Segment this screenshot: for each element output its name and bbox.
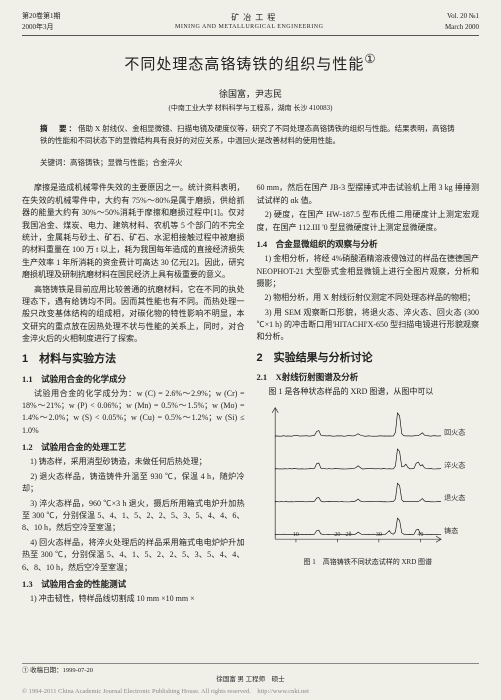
article-title: 不同处理态高铬铸铁的组织与性能①: [22, 51, 479, 76]
svg-text:20: 20: [334, 533, 340, 539]
keywords-text: 高铬铸铁；显微与性能；合金淬火: [70, 158, 183, 167]
author-info: 徐国富 男 工程师 硕士: [22, 675, 479, 684]
copyright: © 1994-2011 China Academic Journal Elect…: [22, 687, 309, 696]
subsec-1-2: 1.2 试验用合金的处理工艺: [22, 441, 245, 454]
xrd-chart: 102030402θ回火态淬火态退火态铸态: [257, 400, 480, 555]
process-2: 2) 退火态样品，铸造铸件升温至 930 ℃，保温 4 h，随炉冷却；: [22, 471, 245, 496]
subsec-1-1: 1.1 试验用合金的化学成分: [22, 373, 245, 386]
affiliation: (中南工业大学 材料科学与工程系，湖南 长沙 410083): [22, 104, 479, 114]
journal-en: MINING AND METALLURGICAL ENGINEERING: [175, 23, 323, 33]
svg-text:淬火态: 淬火态: [444, 461, 465, 470]
right-p4: 2) 物相分析，用 X 射线衍射仪测定不同处理态样品的物相；: [257, 292, 480, 304]
keywords-label: 关键词：: [40, 158, 70, 167]
intro-p2: 高铬铸铁是目前应用比较普通的抗磨材料，它在不同的执处理态下，遇有给铸均不同。因而…: [22, 284, 245, 346]
svg-text:2θ: 2θ: [345, 533, 351, 539]
page-footer: ① 收稿日期：1999-07-20 徐国富 男 工程师 硕士 © 1994-20…: [22, 663, 479, 696]
vol-en: Vol. 20 №1: [447, 12, 479, 23]
received-date: ① 收稿日期：1999-07-20: [22, 666, 479, 675]
abstract-label: 摘 要：: [40, 124, 78, 133]
authors: 徐国富，尹志民: [22, 88, 479, 101]
svg-text:10: 10: [292, 533, 298, 539]
composition: 试验用合金的化学成分为：w (C) = 2.6%～2.9%；w (Cr) = 1…: [22, 388, 245, 438]
right-p1: 60 mm，然后在国产 JB-3 型摆捶式冲击试验机上用 3 kg 捶捶测试试样…: [257, 182, 480, 207]
svg-text:30: 30: [375, 533, 381, 539]
svg-text:回火态: 回火态: [444, 428, 465, 437]
sec2-p1: 图 1 是各种状态样品的 XRD 图谱，从图中可以: [257, 386, 480, 398]
subsec-1-3: 1.3 试验用合金的性能测试: [22, 578, 245, 591]
section-1-title: 1 材料与实验方法: [22, 351, 245, 368]
process-1: 1) 铸态样，采用消型砂铸造，未做任何后热处理；: [22, 456, 245, 468]
left-column: 摩擦是造成机械零件失效的主要原因之一。统计资料表明，在失效的机械零件中，大约有 …: [22, 182, 245, 607]
section-2-title: 2 实验结果与分析讨论: [257, 350, 480, 367]
keywords: 关键词：高铬铸铁；显微与性能；合金淬火: [40, 158, 461, 169]
abstract: 摘 要：借助 X 射线仪、金相显微镜、扫描电镜及硬度仪等，研究了不同处理态高铬铸…: [40, 123, 461, 146]
subsec-2-1: 2.1 X射线衍射图谱及分析: [257, 371, 480, 384]
issue-cn: 第20卷第1期: [22, 12, 61, 23]
date-cn: 2000年3月: [22, 23, 54, 33]
subsec-1-4: 1.4 合金显微组织的观察与分析: [257, 238, 480, 251]
right-p3: 1) 金相分析，将经 4%硝酸酒精溶液侵蚀过的样品在德德国产 NEOPHOT-2…: [257, 253, 480, 290]
svg-text:铸态: 铸态: [444, 527, 458, 536]
test-1: 1) 冲击韧性，特样品线切割成 10 mm ×10 mm ×: [22, 593, 245, 605]
abstract-text: 借助 X 射线仪、金相显微镜、扫描电镜及硬度仪等，研究了不同处理态高铬铸铁的组织…: [40, 124, 455, 144]
chart-caption: 图 1 高铬铸铁不同状态试样的 XRD 图谱: [257, 557, 480, 568]
right-p2: 2) 硬度，在国产 HW-187.5 型布氏维二用硬度计上测定宏观度，在国产 1…: [257, 209, 480, 234]
right-p5: 3) 用 SEM 观察断口形貌，将退火态、淬火态、回火态 (300 ℃×1 h)…: [257, 307, 480, 344]
right-column: 60 mm，然后在国产 JB-3 型摆捶式冲击试验机上用 3 kg 捶捶测试试样…: [257, 182, 480, 607]
intro-p1: 摩擦是造成机械零件失效的主要原因之一。统计资料表明，在失效的机械零件中，大约有 …: [22, 182, 245, 281]
svg-text:退火态: 退火态: [444, 494, 465, 503]
process-4: 4) 回火态样品，将淬火处理后的样品采用箱式电电炉炉升加热至 300 ℃，分别保…: [22, 537, 245, 574]
journal-header: 第20卷第1期 矿 冶 工 程 Vol. 20 №1 2000年3月 MININ…: [22, 12, 479, 36]
date-en: March 2000: [445, 23, 479, 33]
process-3: 3) 淬火态样品，960 ℃×3 h 退火，摄后所用箱式电炉升加热至 300 ℃…: [22, 498, 245, 535]
journal-cn: 矿 冶 工 程: [231, 12, 276, 23]
